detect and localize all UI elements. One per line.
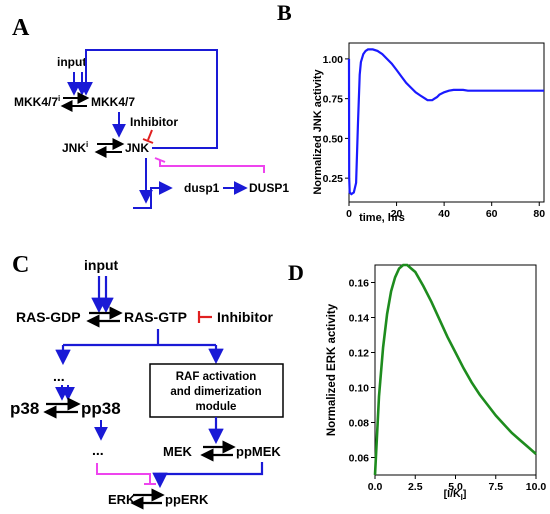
a-inhibitor-stem xyxy=(147,129,153,141)
c-ellipsis-top: ... xyxy=(53,368,65,384)
c-ppmek-to-erk-arrow xyxy=(152,462,264,489)
panel-c: C input RAS-GDP RAS-GTP Inhibitor RAF ac… xyxy=(10,252,284,510)
c-inhibitor-label: Inhibitor xyxy=(217,309,274,325)
c-p38: p38 xyxy=(10,399,39,418)
a-inhibitor-bar xyxy=(142,138,154,144)
b-x-tick-label: 20 xyxy=(391,208,403,220)
panel-b-letter: B xyxy=(277,0,292,25)
c-erk: ERK xyxy=(108,492,136,507)
panel-a: A input MKK4/7i MKK4/7 Inhibitor JNKi JN… xyxy=(12,15,289,209)
a-input-label: input xyxy=(57,55,86,69)
d-plot-frame xyxy=(374,264,537,476)
c-raf-module-line1: RAF activation xyxy=(176,371,257,383)
d-ticks: 0.0 2.5 5.0 7.5 10.0 0.06 0.08 0.10 0.12 0.14 0.16 xyxy=(349,278,547,494)
b-y-tick-label: 0.75 xyxy=(323,94,344,106)
a-jnk-inactive: JNKi xyxy=(62,140,88,155)
b-y-tick-label: 0.50 xyxy=(323,133,344,145)
b-plot-frame xyxy=(348,42,545,203)
a-dusp1-inhibition-line xyxy=(159,160,265,173)
c-ras-gtp: RAS-GTP xyxy=(124,309,187,325)
d-y-tick-label: 0.16 xyxy=(349,278,370,290)
a-gene-promoter-arrow xyxy=(133,181,173,209)
b-x-tick-label: 0 xyxy=(346,208,352,220)
a-dusp1-protein: DUSP1 xyxy=(249,181,289,195)
d-y-tick-label: 0.08 xyxy=(349,418,370,430)
d-x-tick-label: 7.5 xyxy=(488,481,503,493)
b-x-tick-label: 80 xyxy=(533,208,545,220)
d-y-tick-label: 0.10 xyxy=(349,383,370,395)
b-x-tick-label: 40 xyxy=(438,208,450,220)
panel-d: D Normalized ERK activity [I/KI] 0.0 2.5 5… xyxy=(288,260,546,502)
b-series-line xyxy=(347,48,544,196)
c-ras-gdp: RAS-GDP xyxy=(16,309,81,325)
d-x-axis-label: [I/KI] xyxy=(444,488,467,502)
d-x-tick-label: 0.0 xyxy=(368,481,383,493)
d-y-axis-label: Normalized ERK activity xyxy=(326,303,338,436)
c-pperk: ppERK xyxy=(165,492,209,507)
c-input-label: input xyxy=(84,257,119,273)
c-raf-module-line2: and dimerization xyxy=(170,386,261,398)
c-mek: MEK xyxy=(163,444,193,459)
d-y-tick-label: 0.12 xyxy=(349,348,370,360)
a-feedback-jnk-to-mkk xyxy=(79,49,218,149)
d-y-tick-label: 0.06 xyxy=(349,453,370,465)
panel-b: B Normalized JNK activity time, hrs 0 20 4… xyxy=(277,0,545,224)
c-ellipsis-bottom: ... xyxy=(92,442,104,458)
b-x-axis-label: time, hrs xyxy=(359,212,405,224)
d-x-tick-label: 10.0 xyxy=(526,481,547,493)
a-jnk-active: JNK xyxy=(125,141,149,155)
panel-a-letter: A xyxy=(12,15,30,41)
a-mkk-inactive: MKK4/7i xyxy=(14,94,60,109)
c-pp38: pp38 xyxy=(81,399,121,418)
c-p38-inhibition-line xyxy=(96,463,151,484)
a-inhibitor-label: Inhibitor xyxy=(130,115,178,129)
d-x-tick-label: 5.0 xyxy=(448,481,463,493)
panel-d-letter: D xyxy=(288,260,304,285)
a-dusp1-inhibition-bar xyxy=(154,157,166,163)
a-mkk-active: MKK4/7 xyxy=(91,95,135,109)
d-y-tick-label: 0.14 xyxy=(349,313,370,325)
b-ticks: 0 20 40 60 80 0.25 0.50 0.75 1.00 xyxy=(323,54,546,220)
c-ppmek: ppMEK xyxy=(236,444,281,459)
b-y-axis-label: Normalized JNK activity xyxy=(312,68,324,194)
panel-c-letter: C xyxy=(12,252,29,278)
d-x-tick-label: 2.5 xyxy=(408,481,423,493)
b-y-tick-label: 1.00 xyxy=(323,54,344,66)
d-series-line xyxy=(373,263,537,476)
c-raf-module-box xyxy=(149,363,284,418)
a-dusp1-mrna: dusp1 xyxy=(184,181,220,195)
c-raf-module-line3: module xyxy=(196,401,237,413)
b-y-tick-label: 0.25 xyxy=(323,173,344,185)
b-x-tick-label: 60 xyxy=(486,208,498,220)
